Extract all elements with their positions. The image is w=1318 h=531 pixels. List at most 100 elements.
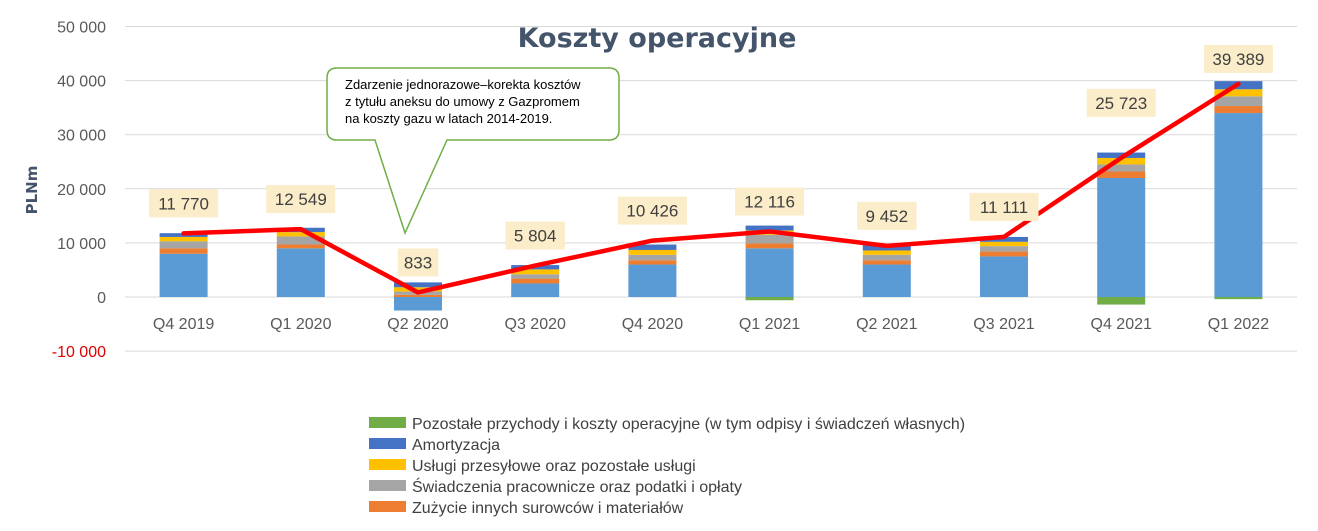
bar-segment [1097, 297, 1146, 305]
bar-segment [980, 241, 1028, 247]
bar-segment [159, 253, 208, 297]
legend-label: Amortyzacja [412, 437, 500, 454]
data-label: 5 804 [505, 221, 565, 250]
bar-segment [745, 297, 794, 301]
data-label-text: 5 804 [514, 227, 557, 246]
bar-segment [159, 236, 208, 242]
x-axis-categories: Q4 2019 Q1 2020 Q2 2020 Q3 2020 Q4 2020 Q1 20… [153, 316, 1269, 333]
data-label: 12 549 [266, 185, 336, 214]
chart-title: Koszty operacyjne [518, 23, 797, 54]
x-category-label: Q2 2020 [387, 316, 448, 333]
legend-item: Amortyzacja [369, 437, 500, 454]
bar-segment [394, 294, 442, 297]
y-tick-label: 20 000 [57, 182, 106, 199]
bar-segment [745, 234, 794, 244]
y-tick-label: -10 000 [52, 344, 106, 361]
data-label-text: 11 770 [158, 194, 209, 213]
bar-segment [980, 246, 1028, 252]
y-tick-label: 0 [97, 290, 106, 307]
legend-swatch [369, 438, 406, 449]
data-label-box [735, 187, 805, 216]
legend-swatch [369, 480, 406, 491]
legend-swatch [369, 459, 406, 470]
bar-segment [862, 260, 911, 265]
bar-segment [1214, 89, 1263, 97]
y-tick-label: 40 000 [57, 74, 106, 91]
data-label-box [617, 196, 687, 225]
legend-swatch [369, 501, 406, 512]
bar-segment [980, 236, 1028, 242]
x-category-label: Q4 2019 [153, 316, 214, 333]
data-label-box [397, 248, 439, 277]
y-axis-label: PLNm [23, 166, 41, 215]
data-labels: 11 770 12 549 833 5 804 10 426 12 116 9 452 11 … [149, 44, 1273, 277]
data-label: 12 116 [735, 187, 805, 216]
y-tick-label: 50 000 [57, 20, 106, 37]
data-label: 833 [397, 248, 439, 277]
bar-segment [628, 249, 677, 255]
data-label-text: 39 389 [1212, 50, 1264, 69]
bar-segment [628, 254, 677, 261]
data-label-box [1203, 44, 1273, 73]
data-label: 25 723 [1086, 88, 1156, 117]
bar-segment [745, 225, 794, 231]
x-category-label: Q2 2021 [856, 316, 917, 333]
bar-segment [1097, 157, 1146, 165]
data-label: 11 770 [149, 189, 219, 218]
bar-segment [980, 256, 1028, 297]
callout-bubble [326, 67, 620, 236]
bar-segment [511, 274, 560, 279]
bar-segment [862, 250, 911, 255]
data-label: 39 389 [1203, 44, 1273, 73]
legend-item: Pozostałe przychody i koszty operacyjne … [369, 416, 965, 433]
data-label-box [266, 185, 336, 214]
legend-label: Usługi przesyłowe oraz pozostałe usługi [412, 458, 696, 475]
bar-segment [862, 264, 911, 297]
data-label-box [969, 192, 1039, 221]
bar-segment [1214, 106, 1263, 114]
callout-text-line: Zdarzenie jednorazowe–korekta kosztów [345, 77, 581, 92]
data-label: 9 452 [857, 201, 917, 230]
legend-label: Świadczenia pracownicze oraz podatki i o… [412, 477, 742, 496]
callout-text-line: z tytułu aneksu do umowy z Gazpromem [345, 94, 580, 109]
x-category-label: Q4 2020 [622, 316, 683, 333]
bar-segment [511, 278, 560, 284]
data-label-text: 9 452 [866, 207, 909, 226]
legend-item: Usługi przesyłowe oraz pozostałe usługi [369, 458, 696, 475]
data-label-box [505, 221, 565, 250]
x-category-label: Q1 2021 [739, 316, 800, 333]
total-line-path [181, 81, 1241, 295]
bar-segment [159, 248, 208, 254]
data-label-box [149, 189, 219, 218]
data-label: 10 426 [617, 196, 687, 225]
bar-segment [1097, 177, 1146, 297]
bar-segment [745, 248, 794, 297]
bar-segment [394, 297, 442, 311]
data-label: 11 111 [969, 192, 1039, 221]
data-label-text: 25 723 [1095, 94, 1147, 113]
bar-segment [276, 244, 325, 249]
annotation-callout: Zdarzenie jednorazowe–korekta kosztów z t… [326, 67, 620, 236]
x-category-label: Q3 2021 [973, 316, 1034, 333]
bar-segment [1097, 171, 1146, 178]
data-label-text: 11 111 [980, 198, 1028, 217]
y-axis-ticks: -10 000 0 10 000 20 000 30 000 40 000 50 000 [52, 20, 106, 362]
data-label-text: 833 [404, 253, 432, 272]
bar-segment [628, 244, 677, 250]
data-label-text: 12 549 [275, 190, 327, 209]
total-line [181, 81, 1241, 295]
data-label-box [857, 201, 917, 230]
legend-swatch [369, 417, 406, 428]
bar-segment [394, 282, 442, 288]
bar-segment [159, 241, 208, 249]
bar-segment [1214, 96, 1263, 107]
legend-item: Świadczenia pracownicze oraz podatki i o… [369, 477, 742, 496]
bar-segment [394, 287, 442, 292]
legend-item: Zużycie innych surowców i materiałów [369, 500, 684, 517]
bar-segment [511, 269, 560, 275]
y-tick-label: 30 000 [57, 128, 106, 145]
bar-segment [628, 260, 677, 265]
bar-segment [980, 251, 1028, 257]
bar-segment [511, 283, 560, 297]
legend: Pozostałe przychody i koszty operacyjne … [369, 416, 965, 517]
